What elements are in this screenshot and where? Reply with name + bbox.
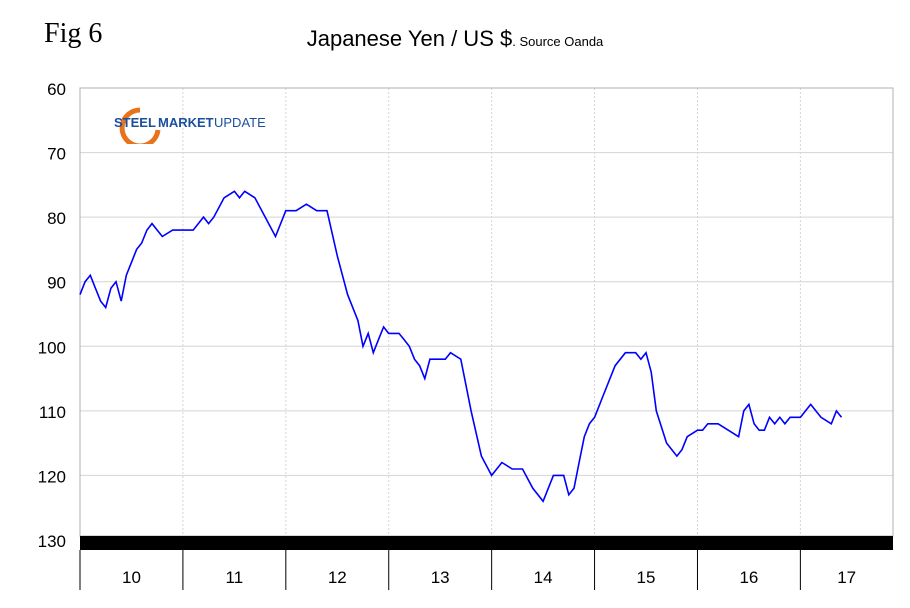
source-note: . Source Oanda (512, 34, 604, 49)
steel-market-update-logo: STEEL MARKET UPDATE (108, 100, 278, 149)
y-tick-label: 90 (47, 274, 66, 293)
x-axis: 10 11 12 13 14 15 16 17 (79, 536, 893, 590)
y-tick-label: 60 (47, 80, 66, 99)
x-tick-label: 12 (328, 568, 347, 587)
x-tick-label: 17 (837, 568, 856, 587)
x-tick-label: 15 (637, 568, 656, 587)
x-tick-label: 11 (226, 568, 244, 587)
grid-lines (79, 87, 894, 537)
y-tick-label: 110 (39, 403, 66, 422)
x-tick-label: 14 (534, 568, 553, 587)
series-line (79, 190, 843, 503)
chart-title-text: Japanese Yen / US $ (306, 26, 513, 51)
logo-word-market: MARKET (158, 115, 214, 130)
y-tick-label: 120 (38, 467, 66, 486)
chart-title: Japanese Yen / US $. Source Oanda (0, 26, 910, 52)
y-axis-ticks: 60 70 80 90 100 110 120 130 (38, 80, 66, 551)
y-tick-label: 100 (38, 338, 66, 357)
logo-word-update: UPDATE (214, 115, 266, 130)
plot-frame (79, 87, 894, 537)
y-tick-label: 130 (38, 532, 66, 551)
x-tick-label: 16 (739, 568, 758, 587)
figure-label: Fig 6 (44, 18, 103, 49)
x-tick-label: 10 (122, 568, 141, 587)
y-tick-label: 70 (47, 145, 66, 164)
x-tick-label: 13 (431, 568, 450, 587)
y-tick-label: 80 (47, 209, 66, 228)
x-axis-band (80, 536, 893, 550)
logo-word-steel: STEEL (114, 115, 156, 130)
